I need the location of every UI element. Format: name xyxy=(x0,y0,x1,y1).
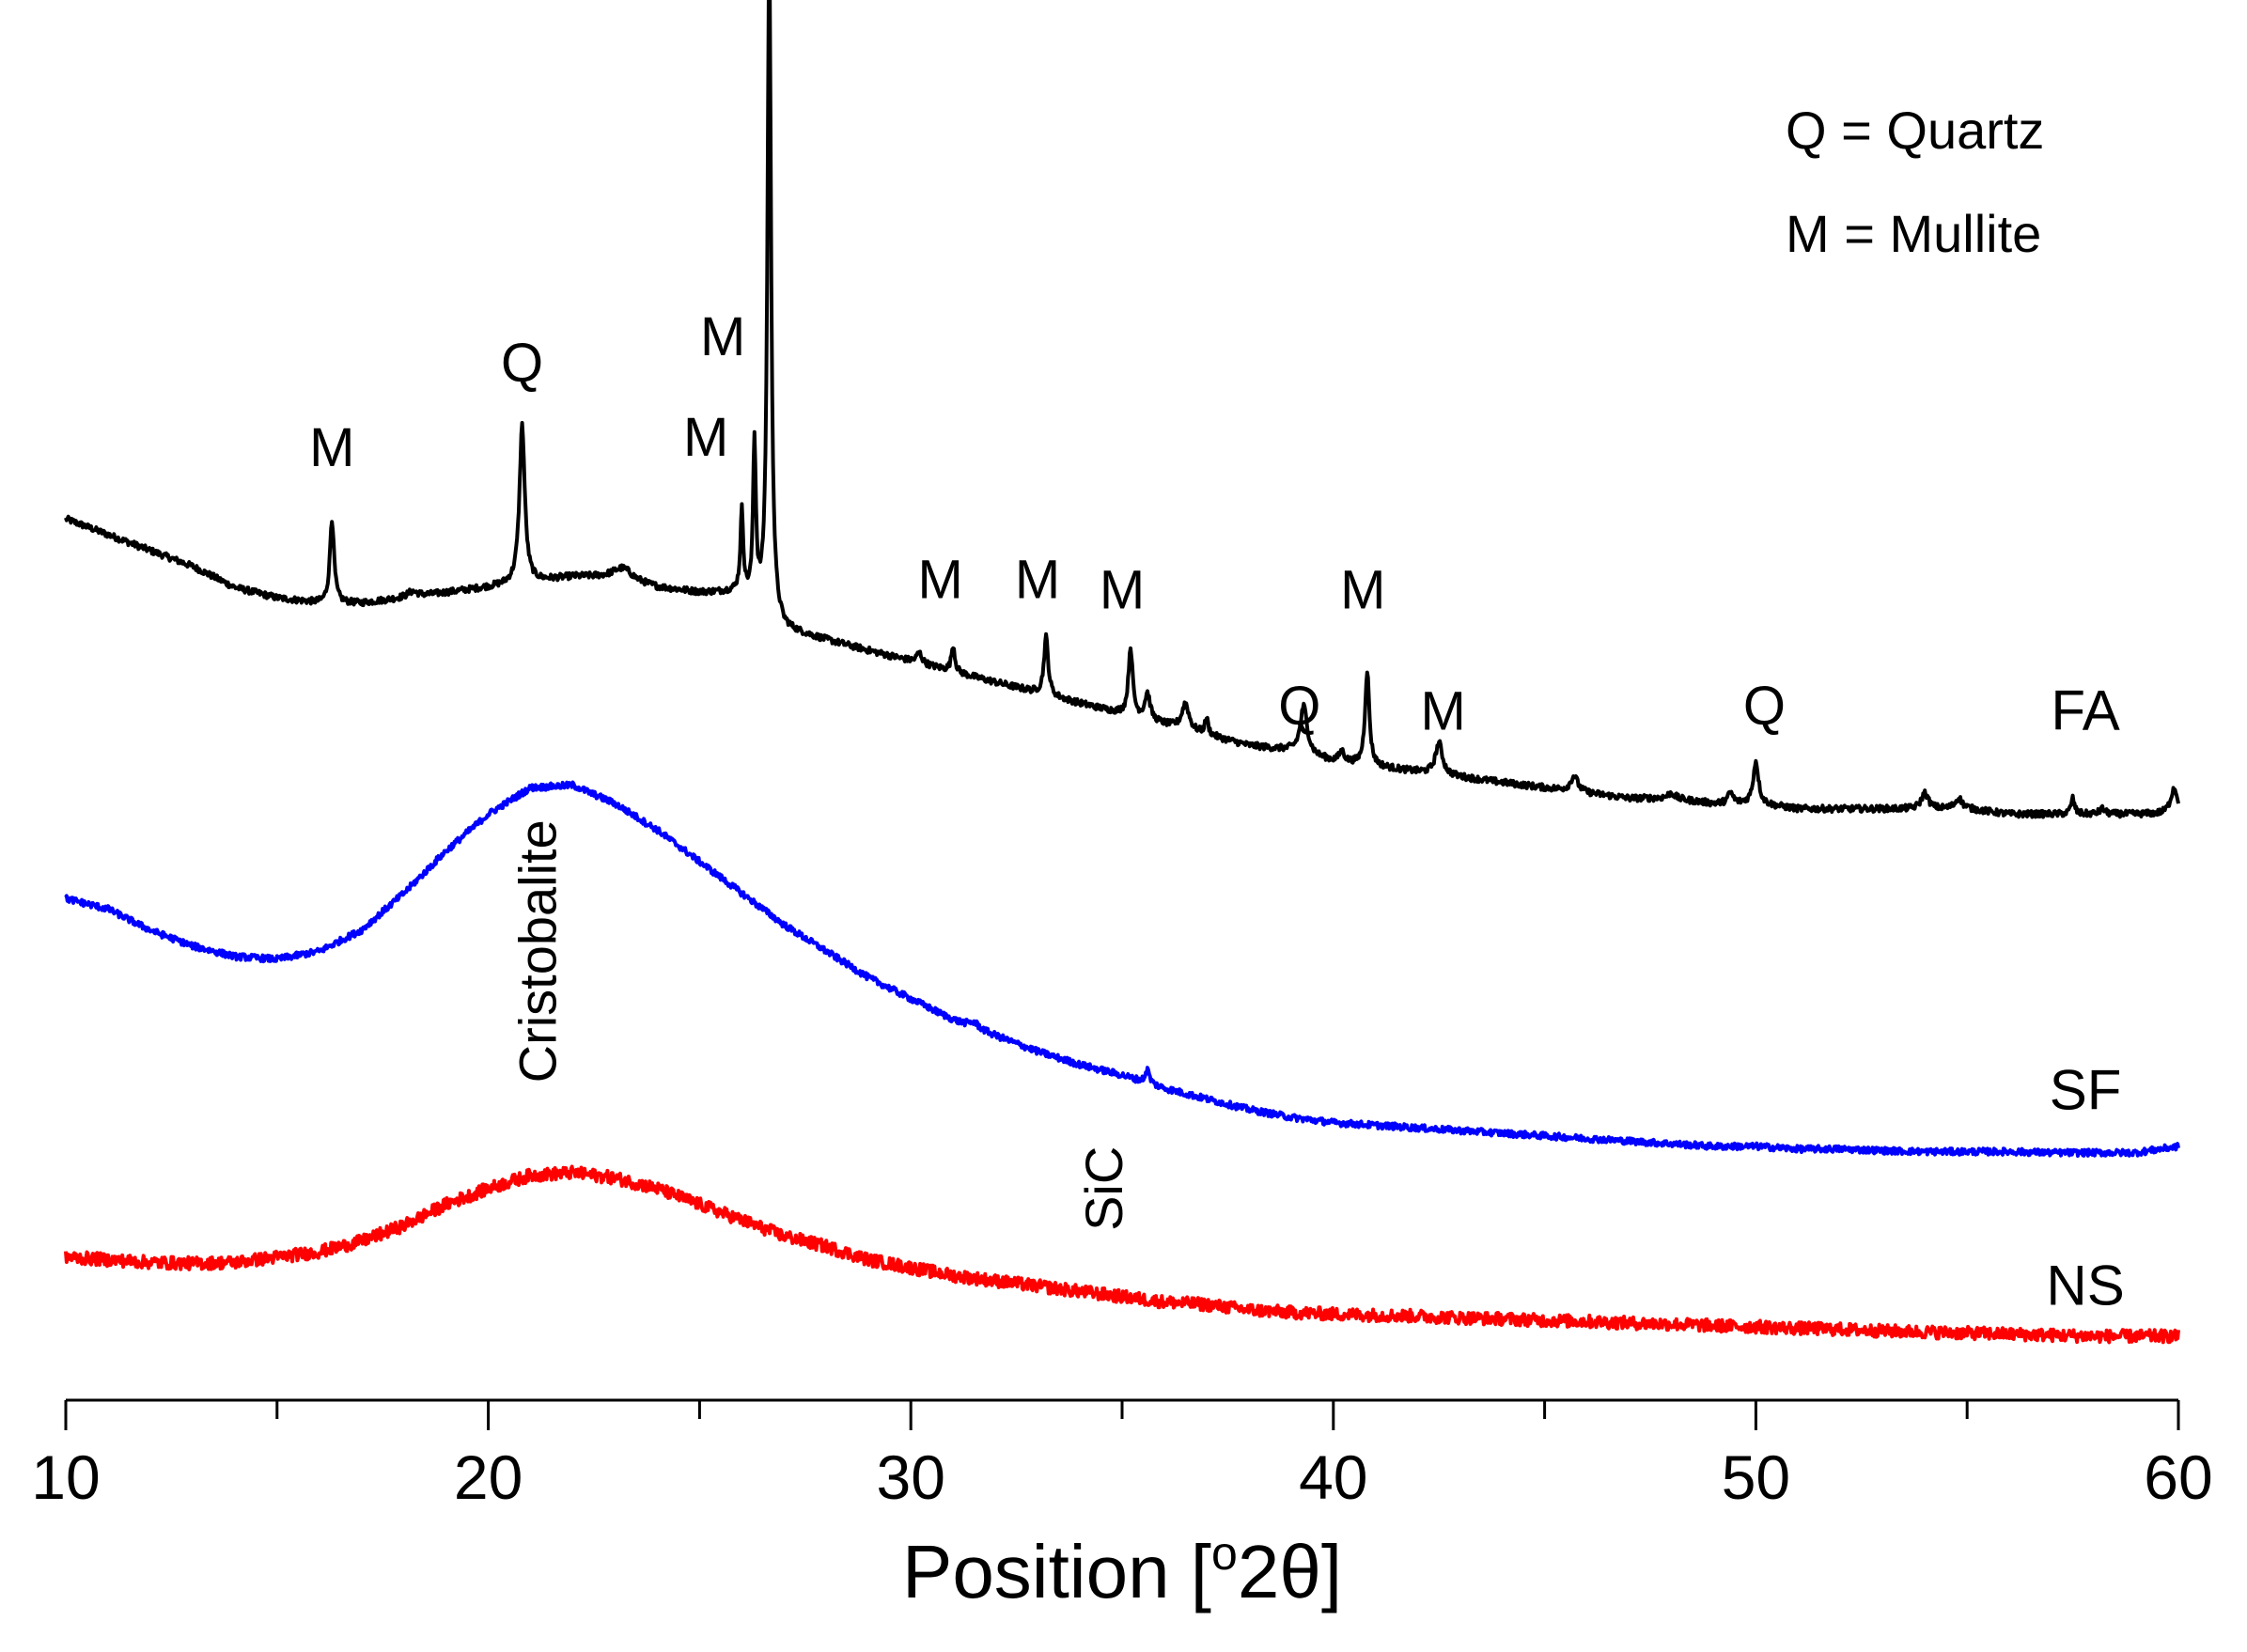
peak-label-1: Q xyxy=(501,333,543,394)
series-layer xyxy=(64,0,2180,1345)
x-axis-title-main: Position [ xyxy=(902,1530,1211,1613)
x-tick-label-20: 20 xyxy=(454,1442,523,1512)
series-line-ns xyxy=(64,1164,2180,1345)
x-tick-label-60: 60 xyxy=(2144,1442,2212,1512)
annotations-layer: MQMMQMMMQMMQFASFNSCristobaliteSiC xyxy=(309,306,2125,1317)
peak-label-9: M xyxy=(1340,560,1385,621)
peak-label-6: M xyxy=(1015,549,1060,610)
peak-label-8: Q xyxy=(1278,676,1320,737)
series-line-sf xyxy=(64,780,2180,1158)
legend-entry-quartz: Q = Quartz xyxy=(1786,101,2044,160)
peak-label-3: M xyxy=(700,306,745,367)
peak-label-0: M xyxy=(309,417,354,478)
peak-label-5: M xyxy=(918,549,963,610)
x-axis-title-superscript: o xyxy=(1211,1527,1238,1580)
series-line-fa xyxy=(64,0,2180,819)
x-axis-title: Position [o2θ] xyxy=(902,1527,1342,1613)
series-label-14: NS xyxy=(2046,1254,2124,1317)
peak-label-10: M xyxy=(1421,681,1466,742)
series-label-12: FA xyxy=(2051,679,2119,742)
x-tick-label-30: 30 xyxy=(876,1442,944,1512)
x-tick-label-10: 10 xyxy=(31,1442,100,1512)
x-tick-label-40: 40 xyxy=(1299,1442,1367,1512)
x-axis-ticks: 10 20 30 40 50 60 xyxy=(31,1400,2213,1512)
series-label-13: SF xyxy=(2050,1059,2122,1122)
peak-label-11: Q xyxy=(1743,676,1786,737)
x-axis-title-end: 2θ] xyxy=(1238,1530,1342,1613)
phase-label-15: Cristobalite xyxy=(508,819,568,1083)
peak-label-2: M xyxy=(683,407,728,468)
x-tick-label-50: 50 xyxy=(1722,1442,1790,1512)
peak-label-7: M xyxy=(1100,560,1145,621)
legend-entry-mullite: M = Mullite xyxy=(1786,204,2041,263)
phase-label-16: SiC xyxy=(1074,1146,1133,1231)
